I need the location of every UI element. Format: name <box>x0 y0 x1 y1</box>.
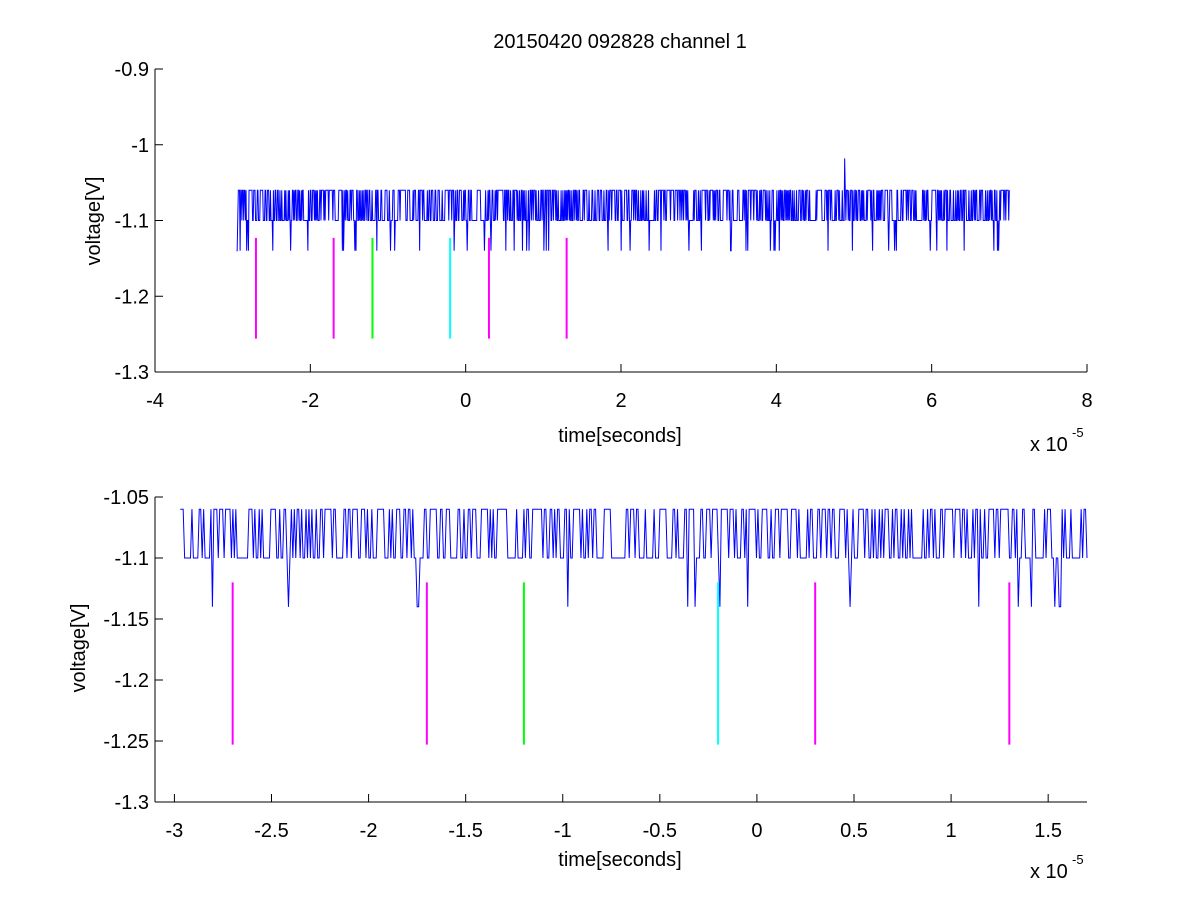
figure-title: 20150420 092828 channel 1 <box>493 31 747 53</box>
bottom-marker-layer <box>231 582 1011 745</box>
top-y-tick-label: -1 <box>131 135 149 157</box>
bottom-trace-layer <box>180 508 1088 608</box>
top-x-tick-label: 4 <box>771 390 782 412</box>
top-subplot: -4 -2 0 2 4 6 8 -1.3 -1.2 -1.1 -1 -0.9 time[seconds… <box>83 59 1093 456</box>
bottom-y-axis-label: voltage[V] <box>68 604 90 693</box>
bottom-x-tick-label: -0.5 <box>643 820 677 842</box>
top-marker-layer <box>254 237 568 339</box>
bottom-x-tick-label: 0.5 <box>840 820 868 842</box>
top-y-tick-label: -1.1 <box>115 211 149 233</box>
bottom-x-tick-label: -2.5 <box>254 820 288 842</box>
top-y-tick-label: -1.2 <box>115 286 149 308</box>
bottom-x-exponent-base: x 10 <box>1030 861 1068 883</box>
top-x-tick-label: 2 <box>615 390 626 412</box>
top-x-tick-label: 8 <box>1081 390 1092 412</box>
bottom-subplot: -3 -2.5 -2 -1.5 -1 -0.5 0 0.5 1 1.5 -1.3 -1.25 -1.2 -… <box>68 487 1088 883</box>
top-trace-layer <box>236 158 1010 252</box>
top-y-tick-label: -0.9 <box>115 59 149 81</box>
top-x-tick-label: 0 <box>460 390 471 412</box>
top-x-tick-label: -2 <box>301 390 319 412</box>
bottom-y-tick-label: -1.1 <box>115 548 149 570</box>
bottom-y-tick-label: -1.25 <box>103 731 149 753</box>
top-y-axis-label: voltage[V] <box>83 177 105 266</box>
bottom-voltage-trace <box>180 508 1088 608</box>
bottom-x-axis-label: time[seconds] <box>558 849 681 871</box>
top-x-axis-label: time[seconds] <box>558 425 681 447</box>
bottom-axes-layer: -3 -2.5 -2 -1.5 -1 -0.5 0 0.5 1 1.5 -1.3 -1.25 -1.2 -… <box>103 487 1087 842</box>
bottom-y-tick-label: -1.15 <box>103 609 149 631</box>
bottom-x-tick-label: -3 <box>166 820 184 842</box>
bottom-y-tick-label: -1.05 <box>103 487 149 509</box>
top-voltage-trace <box>236 158 1010 252</box>
bottom-y-tick-label: -1.3 <box>115 792 149 814</box>
bottom-x-tick-label: -2 <box>360 820 378 842</box>
bottom-x-tick-label: 1.5 <box>1034 820 1062 842</box>
bottom-x-tick-label: -1 <box>554 820 572 842</box>
bottom-x-tick-label: 0 <box>751 820 762 842</box>
top-x-exponent-base: x 10 <box>1030 434 1068 456</box>
top-y-tick-label: -1.3 <box>115 362 149 384</box>
top-x-exponent: x 10 -5 <box>1030 425 1084 456</box>
top-x-exponent-power: -5 <box>1072 425 1084 440</box>
bottom-x-exponent: x 10 -5 <box>1030 852 1084 883</box>
top-x-tick-label: 6 <box>926 390 937 412</box>
bottom-y-tick-label: -1.2 <box>115 670 149 692</box>
bottom-x-tick-label: 1 <box>946 820 957 842</box>
bottom-x-exponent-power: -5 <box>1072 852 1084 867</box>
bottom-x-tick-label: -1.5 <box>448 820 482 842</box>
top-x-tick-label: -4 <box>146 390 164 412</box>
top-axes-layer: -4 -2 0 2 4 6 8 -1.3 -1.2 -1.1 -1 -0.9 <box>115 59 1093 412</box>
